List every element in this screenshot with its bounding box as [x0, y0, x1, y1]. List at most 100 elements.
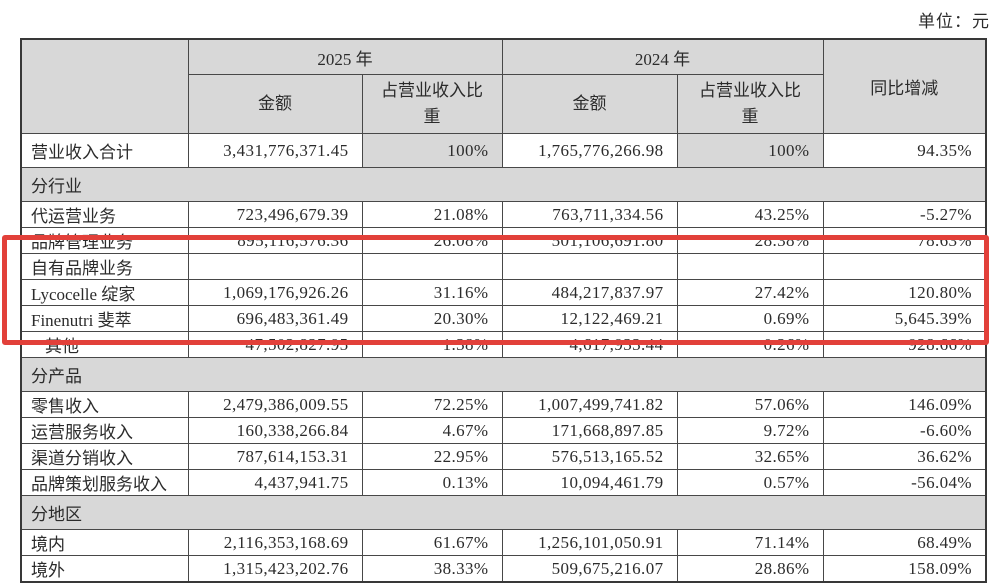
- amount-2025: 787,614,153.31: [187, 443, 363, 470]
- section-row: 分地区: [20, 495, 987, 530]
- amount-2024: 1,765,776,266.98: [501, 133, 678, 168]
- amount-2024: 10,094,461.79: [501, 469, 678, 496]
- amount-2024-header: 金额: [501, 74, 678, 134]
- pct-2024: 27.42%: [676, 279, 824, 306]
- pct-2024: 0.26%: [676, 331, 824, 358]
- row-label: 运营服务收入: [20, 417, 189, 444]
- amount-2025: 3,431,776,371.45: [187, 133, 363, 168]
- yoy-change: 146.09%: [822, 391, 987, 418]
- amount-2025: 4,437,941.75: [187, 469, 363, 496]
- pct-2025: 21.08%: [361, 201, 503, 228]
- pct-2024: 32.65%: [676, 443, 824, 470]
- pct-2025-header: 占营业收入比重: [361, 74, 503, 134]
- section-label: 分行业: [20, 167, 987, 202]
- amount-2024: 12,122,469.21: [501, 305, 678, 332]
- yoy-change: 68.49%: [822, 529, 987, 556]
- amount-2024: 484,217,837.97: [501, 279, 678, 306]
- pct-2025: 0.13%: [361, 469, 503, 496]
- amount-2024: 1,007,499,741.82: [501, 391, 678, 418]
- unit-label: 单位：元: [918, 12, 990, 31]
- table-row: Lycocelle 绽家 1,069,176,926.26 31.16% 484,21…: [20, 279, 987, 306]
- pct-2025: 4.67%: [361, 417, 503, 444]
- row-label: 营业收入合计: [20, 133, 189, 168]
- amount-2025: 160,338,266.84: [187, 417, 363, 444]
- amount-2024: 1,256,101,050.91: [501, 529, 678, 556]
- row-label: 境外: [20, 555, 189, 583]
- section-label: 分地区: [20, 495, 987, 530]
- amount-2024: 509,675,216.07: [501, 555, 678, 583]
- row-label: 其他: [20, 331, 189, 358]
- table-row: 其他 47,502,827.95 1.38% 4,617,933.44 0.26% 928…: [20, 331, 987, 358]
- pct-2024: 0.69%: [676, 305, 824, 332]
- pct-2024: 100%: [676, 133, 824, 168]
- section-row: 分产品: [20, 357, 987, 392]
- table-row: 运营服务收入 160,338,266.84 4.67% 171,668,897.85 9…: [20, 417, 987, 444]
- pct-2025: 100%: [361, 133, 503, 168]
- row-label: 自有品牌业务: [20, 253, 189, 280]
- pct-2025: [361, 253, 503, 280]
- pct-2024: 43.25%: [676, 201, 824, 228]
- pct-2025: 31.16%: [361, 279, 503, 306]
- yoy-change: 928.66%: [822, 331, 987, 358]
- pct-2025: 38.33%: [361, 555, 503, 583]
- yoy-change: -6.60%: [822, 417, 987, 444]
- amount-2025: 2,479,386,009.55: [187, 391, 363, 418]
- amount-2025: 1,315,423,202.76: [187, 555, 363, 583]
- table-row: 零售收入 2,479,386,009.55 72.25% 1,007,499,741.…: [20, 391, 987, 418]
- pct-2024: 28.86%: [676, 555, 824, 583]
- yoy-change: 5,645.39%: [822, 305, 987, 332]
- row-label: 零售收入: [20, 391, 189, 418]
- header-row-metrics: 金额 占营业收入比重 金额 占营业收入比重: [21, 74, 986, 134]
- pct-2025: 20.30%: [361, 305, 503, 332]
- row-label: 境内: [20, 529, 189, 556]
- revenue-breakdown-table: 2025 年 2024 年 同比增减 金额 占营业收入比重 金额 占营业收入比重…: [20, 38, 987, 583]
- amount-2025: 696,483,361.49: [187, 305, 363, 332]
- amount-2025-header: 金额: [187, 74, 363, 134]
- pct-2024: 71.14%: [676, 529, 824, 556]
- pct-2024: 28.38%: [676, 227, 824, 254]
- pct-2024: [676, 253, 824, 280]
- pct-2025: 61.67%: [361, 529, 503, 556]
- amount-2025: 2,116,353,168.69: [187, 529, 363, 556]
- pct-2024-header: 占营业收入比重: [676, 74, 824, 134]
- pct-2024: 0.57%: [676, 469, 824, 496]
- row-label: 渠道分销收入: [20, 443, 189, 470]
- yoy-change: -5.27%: [822, 201, 987, 228]
- row-label: 品牌管理业务: [20, 227, 189, 254]
- amount-2025: 895,116,576.36: [187, 227, 363, 254]
- amount-2024: [501, 253, 678, 280]
- row-label: Lycocelle 绽家: [20, 279, 189, 306]
- pct-2025: 72.25%: [361, 391, 503, 418]
- yoy-change: -56.04%: [822, 469, 987, 496]
- pct-2024: 9.72%: [676, 417, 824, 444]
- amount-2025: 1,069,176,926.26: [187, 279, 363, 306]
- pct-2025: 26.08%: [361, 227, 503, 254]
- section-label: 分产品: [20, 357, 987, 392]
- yoy-change: [822, 253, 987, 280]
- table-row: 营业收入合计 3,431,776,371.45 100% 1,765,776,266.…: [20, 133, 987, 168]
- pct-2024: 57.06%: [676, 391, 824, 418]
- row-label: 品牌策划服务收入: [20, 469, 189, 496]
- amount-2024: 171,668,897.85: [501, 417, 678, 444]
- yoy-change: 158.09%: [822, 555, 987, 583]
- table-row: 境外 1,315,423,202.76 38.33% 509,675,216.07 28…: [20, 555, 987, 583]
- table-row: 境内 2,116,353,168.69 61.67% 1,256,101,050.91…: [20, 529, 987, 556]
- yoy-change: 78.63%: [822, 227, 987, 254]
- year-2024-header: 2024 年: [501, 38, 824, 75]
- amount-2024: 576,513,165.52: [501, 443, 678, 470]
- yoy-header: 同比增减: [822, 38, 987, 134]
- amount-2025: 47,502,827.95: [187, 331, 363, 358]
- table-row: 代运营业务 723,496,679.39 21.08% 763,711,334.56 4…: [20, 201, 987, 228]
- yoy-change: 120.80%: [822, 279, 987, 306]
- amount-2025: 723,496,679.39: [187, 201, 363, 228]
- table-row: 品牌策划服务收入 4,437,941.75 0.13% 10,094,461.79 0.…: [20, 469, 987, 496]
- table-row: 自有品牌业务: [20, 253, 987, 280]
- row-label: 代运营业务: [20, 201, 189, 228]
- row-label: Finenutri 斐萃: [20, 305, 189, 332]
- amount-2024: 4,617,933.44: [501, 331, 678, 358]
- corner-cell: [20, 38, 189, 134]
- section-row: 分行业: [20, 167, 987, 202]
- header-row-years: 2025 年 2024 年 同比增减: [20, 38, 987, 134]
- year-2025-header: 2025 年: [187, 38, 503, 75]
- pct-2025: 22.95%: [361, 443, 503, 470]
